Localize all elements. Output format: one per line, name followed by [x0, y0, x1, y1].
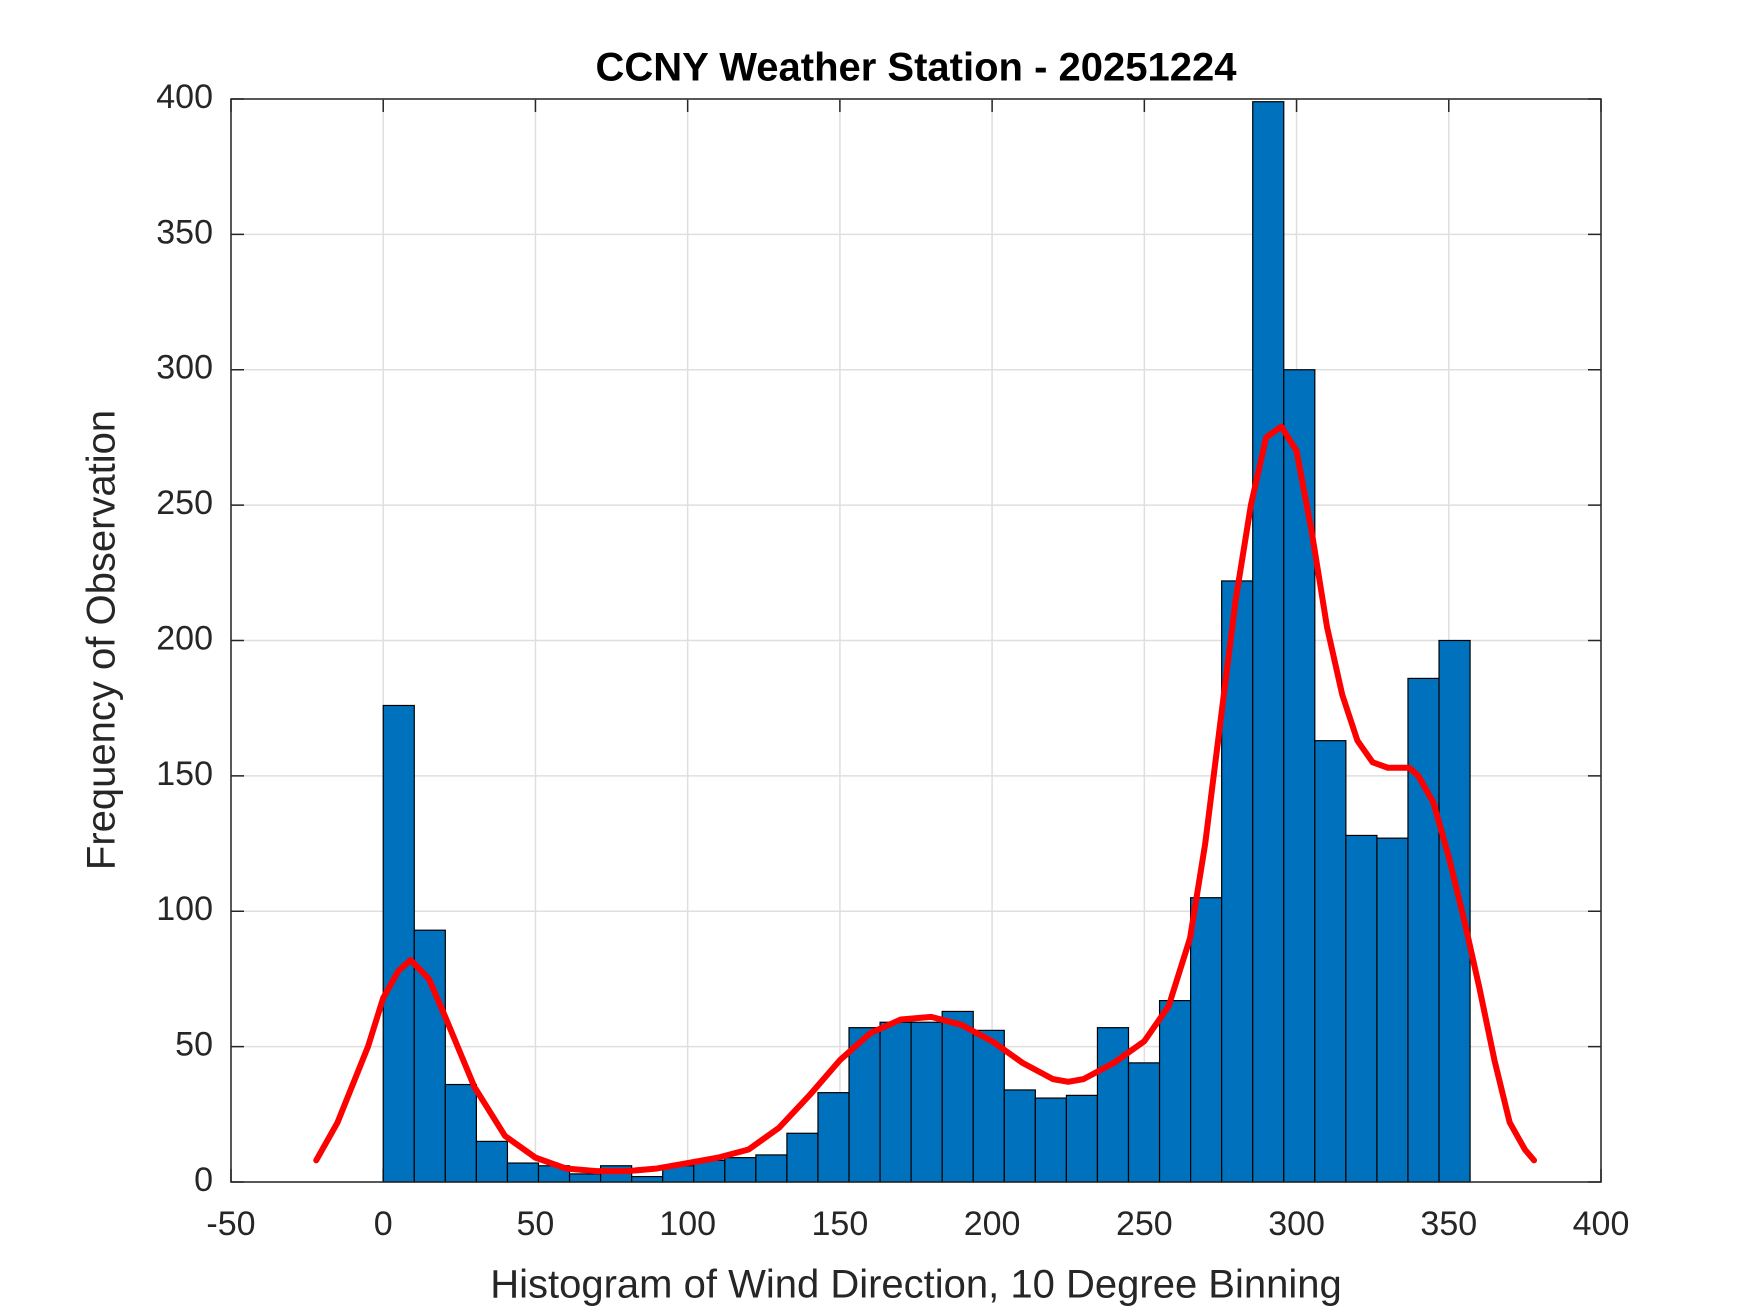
x-tick-label: 50	[517, 1205, 555, 1243]
x-tick-label: 200	[964, 1205, 1021, 1243]
bar	[848, 1027, 881, 1183]
bar	[631, 1175, 664, 1183]
bar	[1158, 999, 1192, 1183]
bar	[1190, 897, 1223, 1183]
chart-title: CCNY Weather Station - 20251224	[596, 46, 1238, 90]
bar	[568, 1173, 602, 1183]
bar	[724, 1157, 757, 1183]
bar	[910, 1021, 943, 1183]
bar	[1438, 639, 1471, 1183]
bar	[755, 1154, 788, 1183]
bar	[444, 1083, 477, 1183]
bar	[1283, 369, 1316, 1183]
bar	[1252, 101, 1285, 1183]
bar	[972, 1029, 1005, 1183]
bar	[475, 1140, 509, 1183]
bar	[1376, 837, 1409, 1183]
bar	[1096, 1027, 1130, 1183]
x-tick-label: 300	[1268, 1205, 1325, 1243]
x-tick-label: -50	[206, 1205, 255, 1243]
x-axis-label: Histogram of Wind Direction, 10 Degree B…	[490, 1263, 1342, 1307]
y-tick-label: 200	[156, 619, 213, 657]
x-tick-label: 150	[812, 1205, 869, 1243]
y-tick-label: 50	[175, 1026, 213, 1064]
bar	[1065, 1094, 1099, 1183]
y-tick-label: 100	[156, 890, 213, 928]
y-tick-label: 350	[156, 213, 213, 251]
density-curve	[313, 423, 1538, 1175]
y-tick-label: 0	[194, 1161, 213, 1199]
bar	[786, 1132, 819, 1183]
axes-box	[230, 98, 1602, 1183]
bar	[817, 1092, 850, 1183]
y-tick-label: 150	[156, 755, 213, 793]
y-axis-label: Frequency of Observation	[80, 410, 124, 870]
y-tick-label: 400	[156, 78, 213, 116]
x-tick-label: 0	[374, 1205, 393, 1243]
bar	[1127, 1062, 1161, 1183]
x-tick-label: 350	[1420, 1205, 1477, 1243]
bar	[1345, 834, 1378, 1183]
bar	[941, 1010, 974, 1183]
y-tick-label: 300	[156, 349, 213, 387]
x-tick-label: 100	[659, 1205, 716, 1243]
x-tick-label: 400	[1573, 1205, 1630, 1243]
bar	[506, 1162, 540, 1183]
y-tick-label: 250	[156, 484, 213, 522]
bar	[382, 704, 415, 1183]
bar	[879, 1021, 912, 1183]
x-tick-label: 250	[1116, 1205, 1173, 1243]
bar	[1407, 677, 1440, 1183]
bar	[1034, 1097, 1067, 1183]
bar	[1314, 740, 1347, 1183]
bar	[1003, 1089, 1036, 1183]
